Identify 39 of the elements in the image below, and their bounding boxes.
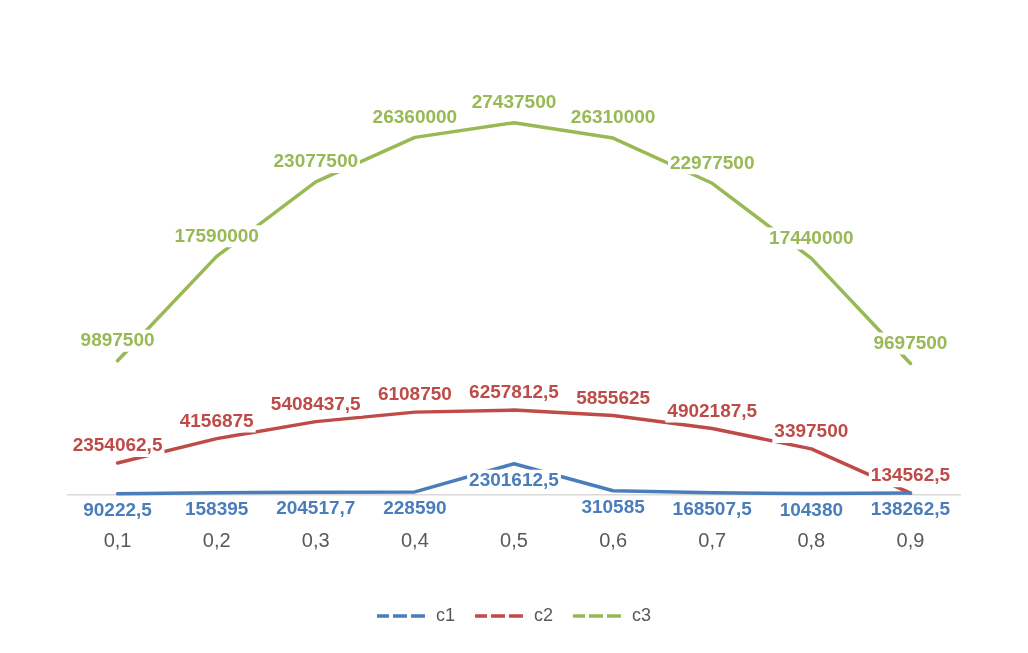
x-tick-label: 0,3 <box>301 528 330 551</box>
data-label: 9697500 <box>873 331 948 353</box>
data-label: 2301612,5 <box>469 469 560 491</box>
data-label: 6257812,5 <box>469 381 560 403</box>
data-label: 5408437,5 <box>270 392 362 414</box>
data-label: 4156875 <box>179 409 255 431</box>
x-tick-label: 0,2 <box>202 528 231 551</box>
x-tick-label: 0,4 <box>400 528 429 551</box>
data-label: 228590 <box>383 497 447 519</box>
data-label: 134562,5 <box>870 464 951 486</box>
x-tick-label: 0,9 <box>896 528 925 551</box>
data-label: 90222,5 <box>83 499 153 521</box>
x-tick-label: 0,7 <box>698 528 727 551</box>
data-label: 26310000 <box>570 106 656 128</box>
data-label: 27437500 <box>471 91 557 112</box>
data-label: 204517,7 <box>276 497 356 519</box>
data-label: 158395 <box>184 498 249 520</box>
x-tick-label: 0,5 <box>500 528 528 551</box>
data-label: 3397500 <box>774 420 849 442</box>
data-label: 168507,5 <box>672 497 753 519</box>
data-label: 9897500 <box>80 328 155 350</box>
data-label: 310585 <box>581 496 646 518</box>
x-tick-label: 0,1 <box>103 528 132 551</box>
data-label: 17590000 <box>174 224 259 246</box>
data-label: 138262,5 <box>870 498 951 520</box>
data-label: 22977500 <box>669 151 755 173</box>
data-label: 104380 <box>779 498 844 520</box>
x-tick-label: 0,8 <box>797 528 826 551</box>
data-label: 2354062,5 <box>72 434 163 456</box>
legend-label: c3 <box>632 604 652 625</box>
legend-label: c1 <box>435 604 455 625</box>
x-tick-label: 0,6 <box>599 528 628 551</box>
data-label: 17440000 <box>769 226 854 248</box>
data-label: 26360000 <box>372 105 458 127</box>
legend-label: c2 <box>533 604 554 625</box>
data-label: 5855625 <box>576 386 651 408</box>
data-label: 4902187,5 <box>667 399 758 421</box>
data-label: 23077500 <box>273 150 359 172</box>
data-label: 6108750 <box>377 383 452 405</box>
